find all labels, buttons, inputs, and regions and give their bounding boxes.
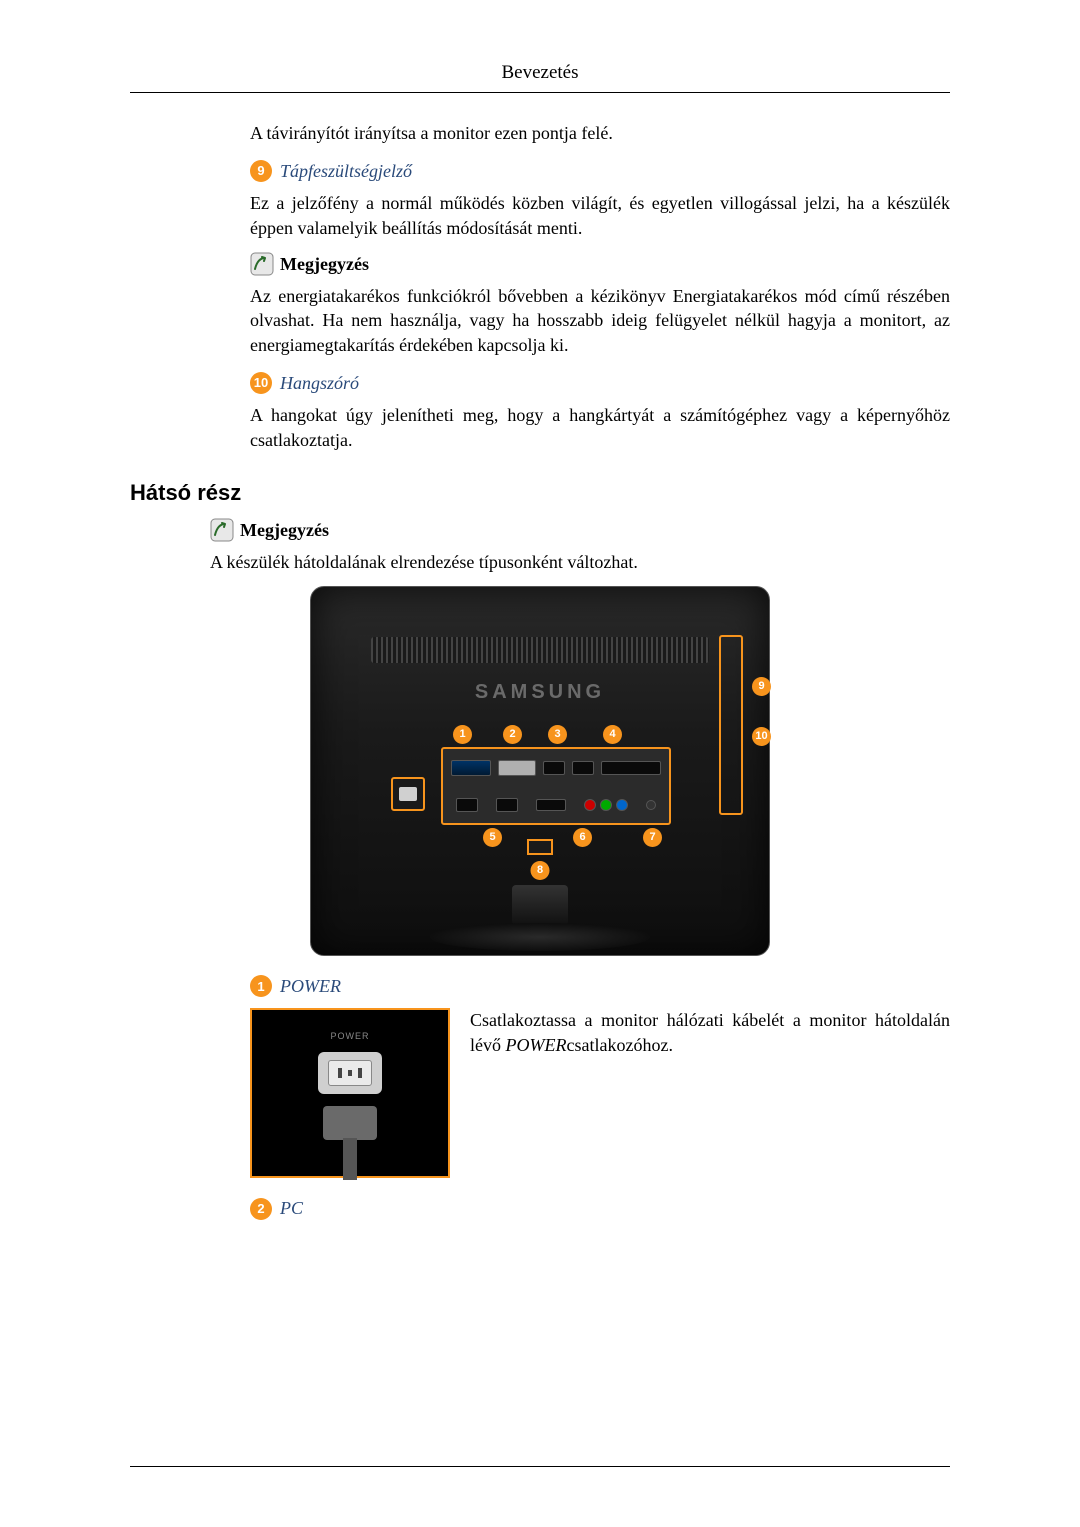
remote-instruction: A távirányítót irányítsa a monitor ezen … — [250, 121, 950, 145]
callout-6: 6 — [573, 828, 592, 847]
power-item-header: 1 POWER — [250, 974, 950, 998]
back-section-heading: Hátsó rész — [130, 478, 950, 508]
power-item-block: 1 POWER — [250, 974, 950, 998]
port-b3 — [536, 799, 566, 811]
note-icon — [250, 252, 274, 276]
port-row-top — [443, 749, 669, 786]
item-10-block: 10 Hangszóró A hangokat úgy jelenítheti … — [250, 371, 950, 452]
rca-group — [584, 799, 628, 811]
vent-strip — [371, 637, 709, 663]
rear-power-socket — [391, 777, 425, 811]
badge-9-icon: 9 — [250, 160, 272, 182]
header-divider — [130, 92, 950, 93]
back-note-label: Megjegyzés — [240, 518, 329, 542]
side-panel-box — [719, 635, 743, 815]
port-rca-red — [584, 799, 596, 811]
port-b2 — [496, 798, 518, 812]
power-item-title: POWER — [280, 974, 341, 998]
port-vga — [451, 760, 491, 776]
callout-1: 1 — [453, 725, 472, 744]
stand-base — [430, 923, 650, 951]
back-note-block: Megjegyzés A készülék hátoldalának elren… — [210, 518, 950, 575]
callout-5: 5 — [483, 828, 502, 847]
port-panel: 1 2 3 4 5 6 7 — [441, 747, 671, 825]
callout-2: 2 — [503, 725, 522, 744]
item-9-block: 9 Tápfeszültségjelző Ez a jelzőfény a no… — [250, 159, 950, 357]
power-illus-label: POWER — [252, 1030, 448, 1042]
rear-bottom-slot — [527, 839, 553, 855]
port-hdmi-2 — [572, 761, 594, 775]
callout-7: 7 — [643, 828, 662, 847]
pin — [348, 1070, 352, 1076]
port-ext — [601, 761, 661, 775]
note-9-text: Az energiatakarékos funkciókról bővebben… — [250, 284, 950, 357]
power-text-italic: POWER — [506, 1035, 567, 1055]
callout-10: 10 — [752, 727, 771, 746]
badge-1-icon: 1 — [250, 975, 272, 997]
item-10-header: 10 Hangszóró — [250, 371, 950, 395]
badge-2-icon: 2 — [250, 1198, 272, 1220]
item-9-header: 9 Tápfeszültségjelző — [250, 159, 950, 183]
brand-logo: SAMSUNG — [311, 679, 769, 706]
back-note-row: Megjegyzés — [210, 518, 950, 542]
callout-4: 4 — [603, 725, 622, 744]
socket-inner — [328, 1060, 372, 1086]
item-9-title: Tápfeszültségjelző — [280, 159, 412, 183]
footer-divider — [130, 1466, 950, 1467]
item-10-title: Hangszóró — [280, 371, 359, 395]
page-header-title: Bevezetés — [130, 60, 950, 86]
note-9-label: Megjegyzés — [280, 252, 369, 276]
pc-item-title: PC — [280, 1196, 303, 1220]
power-illustration: POWER — [250, 1008, 450, 1178]
callout-3: 3 — [548, 725, 567, 744]
power-cable — [343, 1138, 357, 1180]
pin — [358, 1068, 362, 1078]
note-9-row: Megjegyzés — [250, 252, 950, 276]
port-audio — [646, 800, 656, 810]
callout-8: 8 — [531, 861, 550, 880]
port-rca-green — [600, 799, 612, 811]
port-dvi — [498, 760, 536, 776]
note-icon — [210, 518, 234, 542]
pin — [338, 1068, 342, 1078]
pc-item-header: 2 PC — [250, 1196, 950, 1220]
port-hdmi-1 — [543, 761, 565, 775]
power-text-suffix: csatlakozóhoz. — [566, 1035, 672, 1055]
port-rca-blue — [616, 799, 628, 811]
power-figure-row: POWER Csatlakoztassa a monitor hálózati … — [250, 1008, 950, 1178]
pc-item-block: 2 PC — [250, 1196, 950, 1220]
port-row-bottom — [443, 786, 669, 823]
stand-neck — [512, 885, 568, 925]
power-item-text: Csatlakoztassa a monitor hálózati kábelé… — [470, 1008, 950, 1057]
power-plug — [323, 1106, 377, 1140]
power-socket — [318, 1052, 382, 1094]
back-note-text: A készülék hátoldalának elrendezése típu… — [210, 550, 950, 574]
port-b1 — [456, 798, 478, 812]
monitor-rear-figure: SAMSUNG 1 — [310, 586, 770, 956]
item-10-text: A hangokat úgy jelenítheti meg, hogy a h… — [250, 403, 950, 452]
item-9-text: Ez a jelzőfény a normál működés közben v… — [250, 191, 950, 240]
badge-10-icon: 10 — [250, 372, 272, 394]
page: Bevezetés A távirányítót irányítsa a mon… — [0, 0, 1080, 1527]
